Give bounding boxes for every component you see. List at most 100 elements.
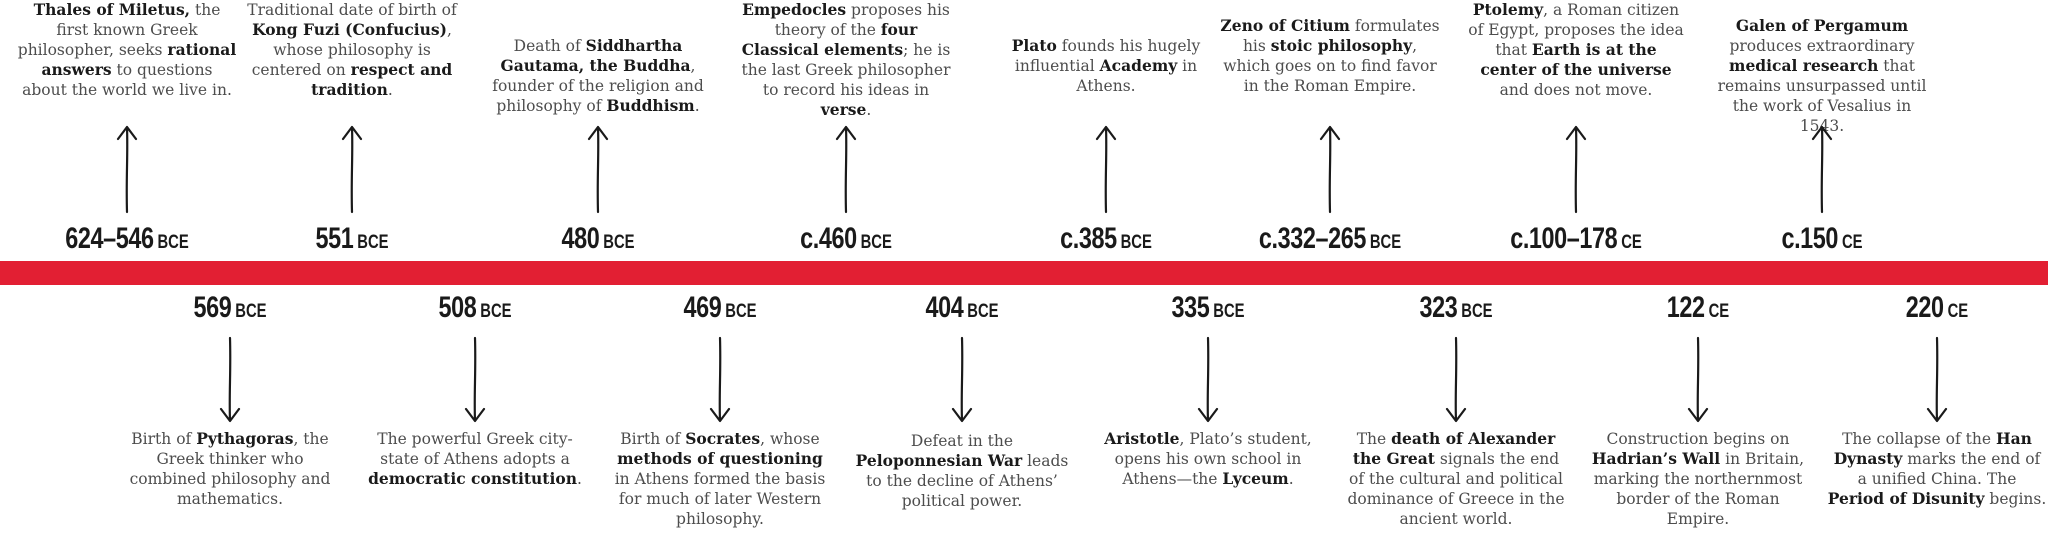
description-text: formulates his [1242, 17, 1440, 55]
event-date: 480 BCE [504, 222, 691, 256]
description-emphasis: methods of questioning [617, 449, 823, 468]
description-text: Death of [513, 37, 586, 55]
event-date: 323 BCE [1362, 291, 1549, 325]
event-date: c.150 CE [1728, 222, 1915, 256]
event-description: The collapse of the Han Dynasty marks th… [1827, 429, 2047, 509]
description-emphasis: Aristotle [1104, 429, 1180, 448]
event-year: 469 [683, 291, 722, 324]
event-date: 404 BCE [868, 291, 1055, 325]
arrow-down-icon [219, 336, 241, 423]
description-text: Construction begins on [1606, 430, 1790, 448]
arrow-down-icon [464, 336, 486, 423]
description-text: Birth of [131, 430, 197, 448]
event-description: Empedocles proposes his theory of the fo… [736, 0, 956, 120]
arrow-up-icon [1319, 125, 1341, 214]
arrow-down-icon [1687, 336, 1709, 423]
description-emphasis: Lyceum [1222, 469, 1289, 488]
event-description: Traditional date of birth of Kong Fuzi (… [242, 0, 462, 100]
event-date: 122 CE [1604, 291, 1791, 325]
event-year: c.100–178 [1510, 222, 1618, 255]
description-text: , Plato’s student, opens his own school … [1114, 430, 1312, 488]
event-date: c.460 BCE [752, 222, 939, 256]
arrow-up-icon [587, 125, 609, 214]
event-year: c.332–265 [1258, 222, 1366, 255]
description-emphasis: Earth is at the center of the universe [1480, 40, 1672, 79]
event-era: BCE [1461, 301, 1493, 322]
arrow-up-icon [835, 125, 857, 214]
event-description: Galen of Pergamum produces extraordinary… [1712, 16, 1932, 136]
description-text: . [866, 101, 872, 119]
description-text: , a Roman citizen of Egypt, proposes the… [1468, 1, 1684, 59]
description-emphasis: Han Dynasty [1833, 429, 2032, 468]
description-emphasis: Galen of Pergamum [1735, 16, 1909, 35]
event-description: Birth of Socrates, whose methods of ques… [610, 429, 830, 529]
description-emphasis: death of Alexander the Great [1352, 429, 1556, 468]
event-era: BCE [1369, 232, 1402, 253]
timeline-bar [0, 261, 2048, 285]
description-text: to questions about the world we live in. [22, 61, 232, 99]
event-era: BCE [603, 232, 635, 253]
description-text: in Athens. [1076, 57, 1198, 95]
event-year: c.460 [800, 222, 857, 255]
event-date: 335 BCE [1114, 291, 1301, 325]
description-text: and does not move. [1499, 81, 1653, 99]
event-description: The powerful Greek city-state of Athens … [365, 429, 585, 489]
event-description: Aristotle, Plato’s student, opens his ow… [1098, 429, 1318, 489]
arrow-down-icon [951, 336, 973, 423]
event-era: BCE [1120, 232, 1152, 253]
event-era: CE [1841, 232, 1863, 253]
event-year: 480 [561, 222, 600, 255]
event-year: 624–546 [65, 222, 154, 255]
arrow-up-icon [1811, 125, 1833, 214]
event-description: Thales of Miletus, the first known Greek… [17, 0, 237, 100]
event-description: Ptolemy, a Roman citizen of Egypt, propo… [1466, 0, 1686, 100]
event-era: CE [1708, 301, 1730, 322]
description-emphasis: Empedocles [742, 0, 847, 19]
description-emphasis: Peloponnesian War [855, 451, 1023, 470]
event-date: 551 BCE [258, 222, 445, 256]
event-year: 508 [438, 291, 477, 324]
description-text: that remains unsurpassed until the work … [1717, 57, 1927, 135]
description-text: , whose [760, 430, 820, 448]
event-description: Death of Siddhartha Gautama, the Buddha,… [488, 36, 708, 116]
description-text: the first known Greek philosopher, seeks [17, 1, 221, 59]
description-emphasis: Hadrian’s Wall [1591, 449, 1721, 468]
description-text: The [1356, 430, 1392, 448]
event-date: c.100–178 CE [1482, 222, 1669, 256]
description-emphasis: Academy [1099, 56, 1178, 75]
event-description: Defeat in the Peloponnesian War leads to… [852, 431, 1072, 511]
description-text: . [1288, 470, 1294, 488]
description-text: . [387, 81, 393, 99]
description-emphasis: respect and tradition [311, 60, 453, 99]
event-era: BCE [725, 301, 757, 322]
description-text: . [694, 97, 700, 115]
event-date: 220 CE [1843, 291, 2030, 325]
description-emphasis: democratic constitution [368, 469, 577, 488]
arrow-up-icon [1095, 125, 1117, 214]
description-emphasis: Thales of Miletus, [33, 0, 191, 19]
description-text: , whose philosophy is centered on [251, 21, 452, 79]
event-description: Construction begins on Hadrian’s Wall in… [1588, 429, 1808, 529]
event-era: BCE [860, 232, 892, 253]
event-era: BCE [157, 232, 189, 253]
description-text: , the Greek thinker who combined philoso… [129, 430, 331, 508]
event-year: 220 [1905, 291, 1944, 324]
arrow-up-icon [341, 125, 363, 214]
description-text: produces extraordinary [1729, 37, 1915, 55]
description-emphasis: Siddhartha Gautama, the Buddha [500, 36, 691, 75]
arrow-down-icon [1445, 336, 1467, 423]
event-year: 569 [193, 291, 232, 324]
description-text: signals the end of the cultural and poli… [1347, 450, 1565, 528]
description-emphasis: Period of Disunity [1827, 489, 1985, 508]
event-description: Plato founds his hugely influential Acad… [996, 36, 1216, 96]
description-emphasis: medical research [1729, 56, 1879, 75]
description-text: Birth of [620, 430, 686, 448]
event-year: c.150 [1781, 222, 1839, 255]
event-date: 569 BCE [136, 291, 323, 325]
description-text: , which goes on to find favor in the Rom… [1223, 37, 1437, 95]
description-emphasis: Buddhism [606, 96, 695, 115]
event-era: CE [1621, 232, 1642, 253]
description-text: founds his hugely influential [1014, 37, 1201, 75]
event-date: 508 BCE [381, 291, 568, 325]
